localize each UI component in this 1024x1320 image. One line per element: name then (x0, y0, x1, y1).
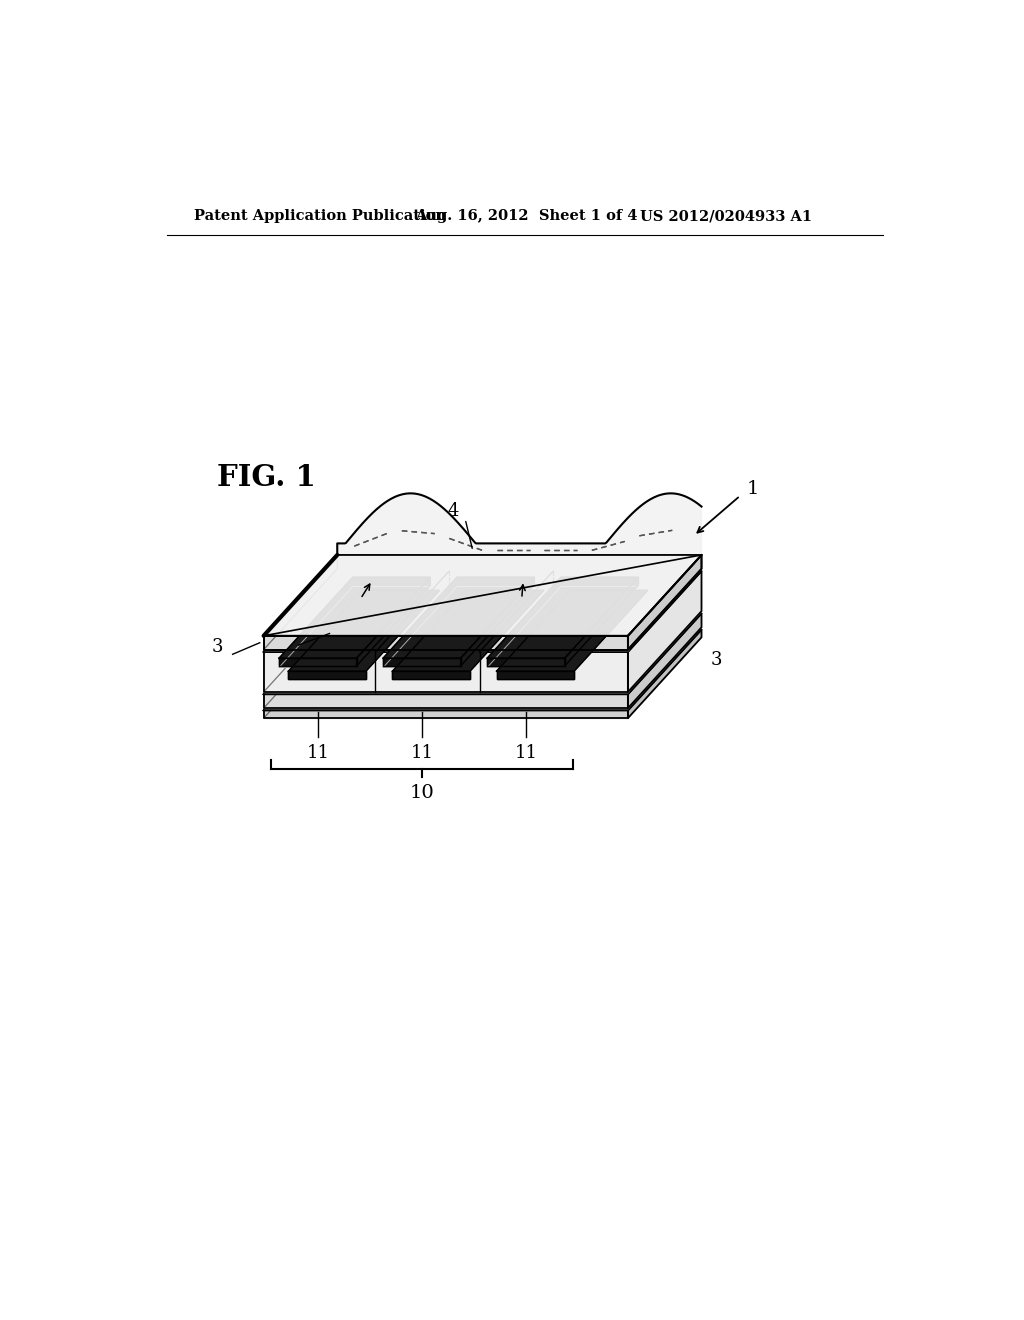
Text: 11: 11 (514, 744, 538, 763)
Polygon shape (628, 572, 701, 692)
Polygon shape (263, 694, 628, 708)
Polygon shape (497, 671, 574, 678)
Polygon shape (628, 630, 701, 718)
Polygon shape (628, 614, 701, 708)
Polygon shape (263, 554, 701, 636)
Polygon shape (263, 572, 701, 652)
Polygon shape (263, 652, 628, 692)
Polygon shape (263, 636, 628, 649)
Polygon shape (383, 586, 535, 668)
Polygon shape (263, 494, 701, 636)
Polygon shape (487, 659, 565, 665)
Polygon shape (392, 590, 544, 671)
Text: FIG. 1: FIG. 1 (217, 463, 315, 492)
Polygon shape (263, 630, 701, 710)
Polygon shape (280, 577, 430, 659)
Polygon shape (497, 590, 648, 671)
Polygon shape (263, 710, 628, 718)
Text: 11: 11 (411, 744, 433, 763)
Polygon shape (487, 586, 638, 668)
Polygon shape (383, 659, 461, 665)
Polygon shape (289, 671, 366, 678)
Polygon shape (392, 671, 470, 678)
Polygon shape (487, 577, 638, 659)
Text: 5: 5 (686, 620, 697, 639)
Text: 4: 4 (280, 628, 291, 647)
Text: 3: 3 (212, 638, 223, 656)
Text: 12: 12 (340, 593, 362, 611)
Polygon shape (289, 590, 439, 671)
Text: Patent Application Publication: Patent Application Publication (194, 209, 445, 223)
Polygon shape (565, 577, 638, 665)
Polygon shape (280, 659, 356, 665)
Polygon shape (263, 614, 701, 694)
Polygon shape (628, 554, 701, 649)
Polygon shape (356, 577, 430, 665)
Text: 3: 3 (711, 652, 722, 669)
Text: 11: 11 (306, 744, 330, 763)
Text: Aug. 16, 2012  Sheet 1 of 4: Aug. 16, 2012 Sheet 1 of 4 (415, 209, 637, 223)
Polygon shape (383, 577, 535, 659)
Text: 4: 4 (447, 502, 459, 520)
Text: US 2012/0204933 A1: US 2012/0204933 A1 (640, 209, 812, 223)
Text: 12: 12 (528, 593, 551, 611)
Polygon shape (461, 577, 535, 665)
Text: 1: 1 (746, 480, 759, 499)
Polygon shape (280, 586, 430, 668)
Text: 10: 10 (410, 784, 434, 803)
